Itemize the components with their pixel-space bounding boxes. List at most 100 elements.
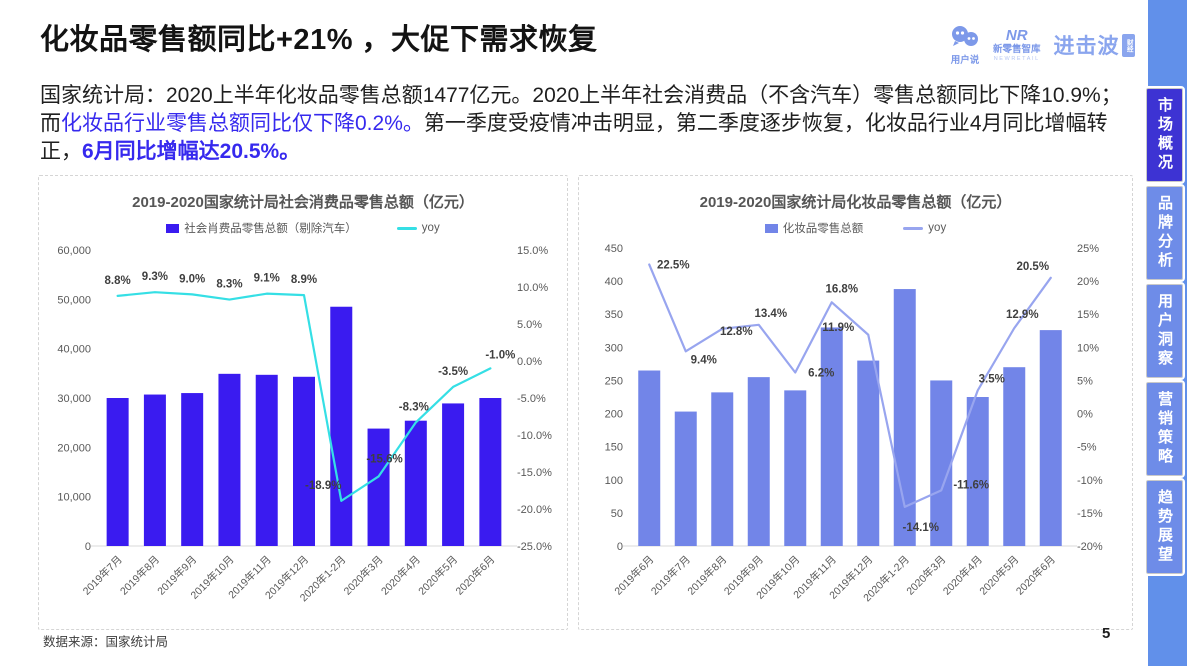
legend-item-bar: 化妆品零售总额 bbox=[764, 220, 864, 236]
left-axis-tick: 10,000 bbox=[57, 492, 91, 504]
bar bbox=[820, 327, 843, 546]
yoy-label: 8.9% bbox=[291, 274, 317, 286]
yoy-labels: 8.8% 9.3% 9.0% 8.3% 9.1% 8.9% -18.9% -15.6% -8.3… bbox=[105, 271, 516, 492]
sidebar-tab-2[interactable]: 品牌分析 bbox=[1144, 184, 1185, 282]
left-axis-tick: 400 bbox=[605, 276, 623, 288]
yoy-label: 3.5% bbox=[979, 373, 1005, 385]
left-axis-tick: 20,000 bbox=[57, 442, 91, 454]
yoy-label: -8.3% bbox=[399, 401, 429, 413]
legend-item-bar: 社会肖费品零售总额（剔除汽车） bbox=[166, 220, 357, 236]
left-axis-tick: 200 bbox=[605, 409, 623, 421]
legend-line-label: yoy bbox=[421, 222, 440, 234]
intro-highlight-1: 化妆品行业零售总额同比仅下降0.2%。 bbox=[61, 111, 424, 135]
newretail-logo: NR 新零售智库 NEWRETAIL bbox=[993, 28, 1041, 62]
logo-group: 用户说 NR 新零售智库 NEWRETAIL 进击波 财经 bbox=[950, 18, 1148, 72]
yoy-label: 9.1% bbox=[254, 273, 280, 285]
yoy-label: 8.8% bbox=[105, 275, 131, 287]
bar bbox=[711, 392, 734, 546]
yoy-label: 22.5% bbox=[657, 260, 690, 272]
yoy-labels: 22.5% 9.4% 12.8%13.4% 6.2% 16.8% 11.9% -14.1% -… bbox=[657, 260, 1049, 534]
right-axis-tick: -5% bbox=[1077, 442, 1097, 454]
bar bbox=[367, 428, 390, 546]
bar bbox=[442, 403, 465, 546]
yoy-label: 13.4% bbox=[754, 308, 787, 320]
right-axis-tick: -10% bbox=[1077, 475, 1103, 487]
bar bbox=[181, 393, 204, 546]
left-axis-tick: 0 bbox=[85, 541, 91, 553]
left-axis-tick: 50,000 bbox=[57, 294, 91, 306]
legend-line-label: yoy bbox=[928, 222, 947, 234]
right-axis-tick: 15.0% bbox=[517, 245, 548, 257]
right-axis-tick: 15% bbox=[1077, 309, 1099, 321]
data-source-note: 数据来源：国家统计局 bbox=[43, 635, 169, 649]
jinjibo-logo-label: 进击波 bbox=[1053, 35, 1120, 58]
yoy-label: 12.9% bbox=[1006, 309, 1039, 321]
bar bbox=[674, 411, 697, 546]
jinjibo-logo-badge: 财经 bbox=[1121, 33, 1135, 57]
x-tick-label: 2020年6月 bbox=[453, 553, 498, 598]
yoy-line bbox=[648, 263, 1052, 509]
bar bbox=[1003, 367, 1026, 546]
right-axis-tick: 10.0% bbox=[517, 282, 548, 294]
x-tick-label: 2019年7月 bbox=[80, 553, 125, 598]
sidebar-tab-4[interactable]: 营销策略 bbox=[1144, 380, 1185, 478]
jinjibo-logo: 进击波 财经 bbox=[1054, 30, 1135, 60]
sidebar-tab-label: 营销策略 bbox=[1156, 391, 1173, 467]
bar-series bbox=[106, 306, 502, 546]
newretail-logo-label: 新零售智库 bbox=[993, 44, 1041, 55]
yoy-label: 8.3% bbox=[216, 279, 242, 291]
left-axis-tick: 350 bbox=[605, 309, 623, 321]
page-number: 5 bbox=[1102, 625, 1111, 642]
bar bbox=[966, 397, 989, 546]
chart-social-retail-plot: 60,000 50,000 40,000 30,000 20,000 10,000 0 15.… bbox=[57, 245, 552, 604]
left-axis-tick: 40,000 bbox=[57, 344, 91, 356]
bar bbox=[784, 390, 807, 546]
bar-series bbox=[638, 289, 1062, 546]
x-tick-label: 2020年5月 bbox=[416, 553, 461, 598]
intro-highlight-2: 6月同比增幅达20.5%。 bbox=[82, 139, 301, 163]
yoy-line bbox=[116, 291, 492, 502]
bar bbox=[404, 420, 427, 546]
left-axis-tick: 30,000 bbox=[57, 393, 91, 405]
chat-bubbles-icon bbox=[952, 25, 978, 46]
left-axis-tick: 0 bbox=[617, 541, 623, 553]
intro-text-1: 国家统计局：2020上半年化妆品零售总额1477亿元。2020上半年社会消费品（… bbox=[40, 84, 1122, 135]
yoy-label: 9.4% bbox=[691, 354, 717, 366]
right-axis-tick: -10.0% bbox=[517, 430, 552, 442]
legend-bar-label: 化妆品零售总额 bbox=[782, 223, 864, 235]
bar bbox=[293, 376, 315, 546]
yoy-label: 12.8% bbox=[720, 326, 753, 338]
chart-social-retail-panel: 2019-2020国家统计局社会消费品零售总额（亿元） 社会肖费品零售总额（剔除… bbox=[38, 175, 568, 630]
right-axis-tick: 10% bbox=[1077, 342, 1099, 354]
bar-swatch-icon bbox=[166, 223, 180, 233]
sidebar-tab-5[interactable]: 趋势展望 bbox=[1144, 478, 1185, 576]
x-tick-label: 2019年8月 bbox=[117, 553, 162, 598]
sidebar-tab-1[interactable]: 市场概况 bbox=[1144, 86, 1185, 184]
yoy-label: 9.0% bbox=[179, 273, 205, 285]
bar bbox=[479, 398, 502, 546]
newretail-logo-mark: NR bbox=[1005, 27, 1028, 44]
right-axis-tick: -20% bbox=[1077, 541, 1103, 553]
right-axis-tick: -20.0% bbox=[517, 504, 552, 516]
bar bbox=[857, 360, 880, 546]
bar bbox=[218, 373, 241, 546]
x-tick-label: 2020年4月 bbox=[378, 553, 423, 598]
bar bbox=[106, 398, 129, 546]
bar bbox=[930, 380, 953, 546]
left-axis-tick: 100 bbox=[605, 475, 623, 487]
right-axis-tick: 5.0% bbox=[517, 319, 542, 331]
right-axis-tick: -15% bbox=[1077, 508, 1103, 520]
left-axis-tick: 60,000 bbox=[57, 245, 91, 257]
yoy-label: -15.6% bbox=[366, 453, 402, 465]
line-swatch-icon bbox=[903, 226, 924, 230]
sidebar-tab-3[interactable]: 用户洞察 bbox=[1144, 282, 1185, 380]
sidebar-tab-label: 用户洞察 bbox=[1156, 293, 1173, 369]
yoy-label: 16.8% bbox=[825, 283, 858, 295]
sidebar-tab-label: 市场概况 bbox=[1156, 97, 1173, 173]
bar-swatch-icon bbox=[764, 223, 778, 233]
left-axis-tick: 450 bbox=[605, 243, 623, 255]
yoy-label: 9.3% bbox=[142, 271, 168, 283]
chart-cosmetics-retail-title: 2019-2020国家统计局化妆品零售总额（亿元） bbox=[699, 194, 1012, 211]
bar bbox=[255, 374, 278, 546]
